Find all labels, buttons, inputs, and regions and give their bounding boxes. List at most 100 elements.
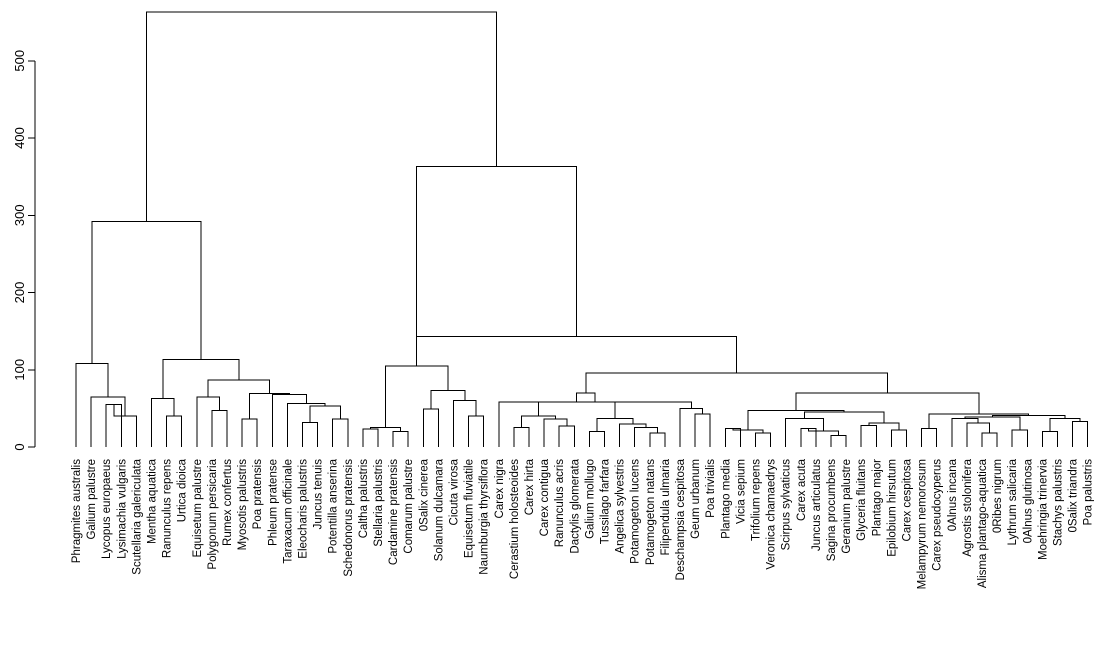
leaf-label: 0Salix triandra (1068, 458, 1080, 532)
dendrogram-branch (755, 432, 772, 447)
dendrogram-branch (724, 427, 741, 447)
dendrogram-branch (921, 427, 938, 447)
leaf-label: Lysimachia vulgaris (116, 459, 128, 559)
leaf-label: Plantago major (871, 459, 883, 537)
leaf-label: Cicuta virosa (449, 458, 461, 525)
dendrogram-branch (951, 417, 979, 447)
leaf-label: Schedonorus pratensis (343, 459, 355, 577)
leaf-label: Juncus tenuis (313, 459, 325, 530)
y-tick-label: 500 (12, 50, 27, 72)
leaf-label: 0Alnus incana (947, 458, 959, 531)
leaf-label: Lycopus europaeus (101, 459, 113, 559)
dendrogram-branch (513, 427, 530, 447)
dendrogram-branch (392, 431, 409, 447)
leaf-label: Equisetum palustre (192, 459, 204, 557)
dendrogram-branch (453, 400, 477, 447)
dendrogram-branch (271, 393, 307, 447)
leaf-label: Trifolium repens (751, 459, 763, 541)
dendrogram-branch (890, 429, 907, 447)
y-tick-label: 400 (12, 127, 27, 149)
leaf-label: Filipendula ulmaria (660, 458, 672, 555)
dendrogram-branch (585, 372, 889, 393)
leaf-label: Rumex confertus (222, 459, 234, 546)
y-tick-label: 200 (12, 282, 27, 304)
leaf-label: Phragmites australis (71, 459, 83, 563)
leaf-label: Poa trivialis (705, 459, 717, 518)
dendrogram-branch (332, 418, 349, 447)
dendrogram-branch (649, 432, 666, 447)
dendrogram-branch (75, 363, 109, 447)
leaf-label: Vicia sepium (735, 459, 747, 524)
dendrogram-branch (211, 410, 228, 447)
leaf-label: Potamogeton natans (645, 459, 657, 565)
dendrogram-branch (207, 379, 270, 397)
dendrogram-branch (991, 414, 1066, 419)
leaf-label: Geum urbanum (690, 459, 702, 539)
dendrogram-branch (90, 396, 126, 447)
leaf-label: Naumburgia thyrsiflora (479, 458, 491, 574)
leaf-label: Lythrum salicaria (1007, 458, 1019, 545)
dendrogram-branch (416, 336, 738, 373)
dendrogram-branch (981, 432, 998, 447)
leaf-label: Equisetum fluviatile (464, 459, 476, 558)
leaf-label: Galium mollugo (584, 459, 596, 539)
leaf-label: Veronica chamaedrys (766, 459, 778, 570)
leaf-label: Caltha palustris (358, 459, 370, 539)
leaf-label: Stachys palustris (1053, 459, 1065, 546)
dendrogram-branch (166, 415, 183, 447)
leaf-label: Taraxacum officinale (282, 459, 294, 564)
dendrogram-branch (576, 392, 596, 403)
dendrogram-branch (286, 403, 326, 447)
leaf-label: Mentha aquatica (147, 458, 159, 544)
y-tick-label: 300 (12, 204, 27, 226)
dendrogram-branch (309, 405, 341, 423)
leaf-label: Cardamine pratensis (388, 459, 400, 565)
dendrogram-branch (249, 393, 290, 420)
leaf-label: Carex hirta (524, 458, 536, 515)
leaf-label: Phleum pratense (267, 459, 279, 546)
leaf-label: Poa palustris (1083, 459, 1095, 526)
leaf-label: Urtica dioica (177, 458, 189, 522)
leaf-label: Carex cespitosa (902, 458, 914, 541)
leaf-label: Scirpus sylvaticus (781, 459, 793, 551)
dendrogram-branch (588, 431, 605, 447)
leaf-label: Dactylis glomerata (569, 458, 581, 553)
y-tick-label: 100 (12, 359, 27, 381)
leaf-label: Galium palustre (86, 459, 98, 540)
dendrogram-branch (830, 434, 847, 447)
leaf-label: Carex acuta (796, 458, 808, 521)
dendrogram-branch (162, 359, 240, 399)
leaf-label: Agrostis stolonifera (962, 458, 974, 556)
leaf-label: Carex contigua (539, 458, 551, 536)
leaf-labels: Phragmites australis Galium palustre Lycop… (71, 458, 1095, 589)
dendrogram-branch (91, 220, 202, 364)
leaf-label: Scutellaria galericulata (131, 458, 143, 574)
leaf-label: Tussilago farfara (600, 458, 612, 544)
dendrogram-branch (1049, 417, 1081, 432)
leaf-label: Epilobium hirsutum (886, 459, 898, 557)
branches (75, 11, 1089, 447)
leaf-label: Ranunculus repens (162, 459, 174, 558)
leaf-label: Glyceria fluitans (856, 459, 868, 541)
leaf-label: Polygonum persicaria (207, 458, 219, 569)
leaf-label: 0Salix cinerea (418, 458, 430, 531)
dendrogram-branch (520, 415, 556, 428)
dendrogram-branch (966, 422, 991, 447)
leaf-label: Carex pseudocyperus (932, 459, 944, 571)
leaf-label: Moehringia trinervia (1037, 458, 1049, 560)
dendrogram-branch (422, 408, 439, 447)
dendrogram-branch (302, 421, 319, 447)
dendrogram-branch (369, 427, 402, 432)
dendrogram-branch (145, 11, 498, 222)
dendrogram-branch (498, 401, 692, 447)
leaf-label: Myosotis palustris (237, 459, 249, 551)
leaf-label: Plantago media (720, 458, 732, 539)
dendrogram-branch (416, 166, 578, 366)
y-axis: 0 100 200 300 400 500 (12, 50, 36, 451)
leaf-label: Poa pratensis (252, 459, 264, 530)
leaf-label: Sagina procumbens (826, 459, 838, 562)
dendrogram-branch (196, 396, 220, 447)
dendrogram-branch (558, 425, 575, 447)
